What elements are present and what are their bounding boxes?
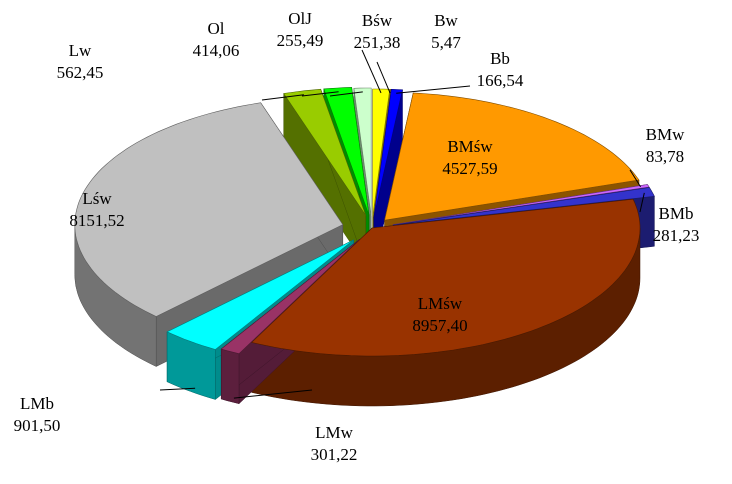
leader-line xyxy=(376,61,391,94)
slice-label: OlJ xyxy=(288,9,312,28)
slice-value-label: 83,78 xyxy=(646,147,684,166)
slice-label: Lw xyxy=(69,41,92,60)
slice xyxy=(166,239,354,350)
leader-line xyxy=(159,387,196,391)
slice xyxy=(373,89,392,218)
slice-value-label: 255,49 xyxy=(277,31,324,50)
slice-label: Ol xyxy=(208,19,225,38)
slice-label: Bw xyxy=(434,11,458,30)
slice-value-label: 4527,59 xyxy=(442,159,497,178)
leader-line xyxy=(639,192,645,213)
slice-value-label: 8151,52 xyxy=(69,211,124,230)
leader-line xyxy=(329,91,363,97)
slice xyxy=(372,88,391,218)
slice-value-label: 5,47 xyxy=(431,33,461,52)
slice-label: Lśw xyxy=(82,189,112,208)
slice xyxy=(250,198,641,357)
slice xyxy=(283,88,367,216)
slice-value-label: 414,06 xyxy=(193,41,240,60)
slice-value-label: 8957,40 xyxy=(412,316,467,335)
leader-line xyxy=(396,85,471,94)
slice-value-label: 901,50 xyxy=(14,416,61,435)
slice xyxy=(220,239,360,355)
slice-value-label: 281,23 xyxy=(653,226,700,245)
slice-value-label: 251,38 xyxy=(354,33,401,52)
slice-label: BMśw xyxy=(447,137,493,156)
slice-wall xyxy=(220,348,240,405)
slice xyxy=(323,87,370,216)
slice xyxy=(392,184,650,225)
slice-label: Bśw xyxy=(362,11,393,30)
leader-line xyxy=(361,49,382,94)
slice xyxy=(74,102,344,317)
slice-label: BMb xyxy=(659,204,694,223)
slice-label: BMw xyxy=(646,125,685,144)
slice-value-label: 301,22 xyxy=(311,445,358,464)
leader-line xyxy=(629,169,642,188)
leader-line xyxy=(301,91,339,97)
leader-line xyxy=(261,94,304,101)
slice-label: LMśw xyxy=(418,294,463,313)
slice-value-label: 562,45 xyxy=(57,63,104,82)
slice-value-label: 166,54 xyxy=(477,71,524,90)
slice xyxy=(393,187,655,226)
slice xyxy=(373,88,403,218)
slice xyxy=(353,87,372,217)
slice xyxy=(384,92,640,221)
slice-label: LMb xyxy=(20,394,54,413)
slice-label: LMw xyxy=(315,423,354,442)
leader-line xyxy=(233,389,313,399)
slice-label: Bb xyxy=(490,49,510,68)
